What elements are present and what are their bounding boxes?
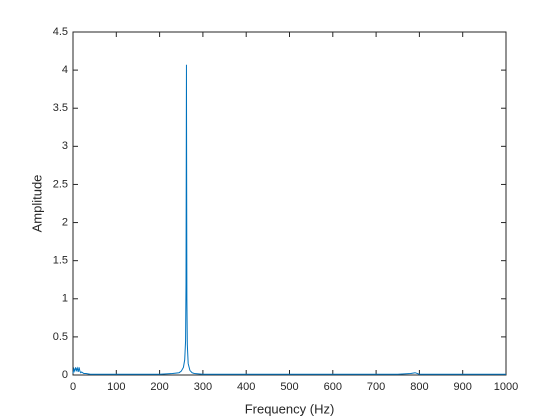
x-tick-label: 900 xyxy=(454,381,472,393)
y-tick-label: 1 xyxy=(62,293,68,305)
x-tick-label: 200 xyxy=(150,381,168,393)
x-tick-label: 500 xyxy=(280,381,298,393)
y-tick-label: 0 xyxy=(62,369,68,381)
y-tick-label: 3.5 xyxy=(53,102,68,114)
x-tick-label: 800 xyxy=(410,381,428,393)
x-tick-label: 0 xyxy=(70,381,76,393)
x-tick-label: 1000 xyxy=(494,381,518,393)
y-tick-label: 2 xyxy=(62,216,68,228)
y-tick-label: 0.5 xyxy=(53,331,68,343)
y-tick-label: 2.5 xyxy=(53,178,68,190)
y-axis-label: Amplitude xyxy=(29,175,44,233)
x-tick-label: 100 xyxy=(107,381,125,393)
x-axis-label: Frequency (Hz) xyxy=(245,401,335,416)
x-tick-label: 600 xyxy=(324,381,342,393)
plot-box xyxy=(72,31,507,376)
y-tick-label: 3 xyxy=(62,140,68,152)
x-tick-label: 400 xyxy=(237,381,255,393)
x-tick-label: 300 xyxy=(194,381,212,393)
y-tick-label: 4.5 xyxy=(53,26,68,38)
y-tick-label: 4 xyxy=(62,64,68,76)
y-tick-label: 1.5 xyxy=(53,255,68,267)
spectrum-line xyxy=(72,64,506,375)
x-tick-label: 700 xyxy=(367,381,385,393)
